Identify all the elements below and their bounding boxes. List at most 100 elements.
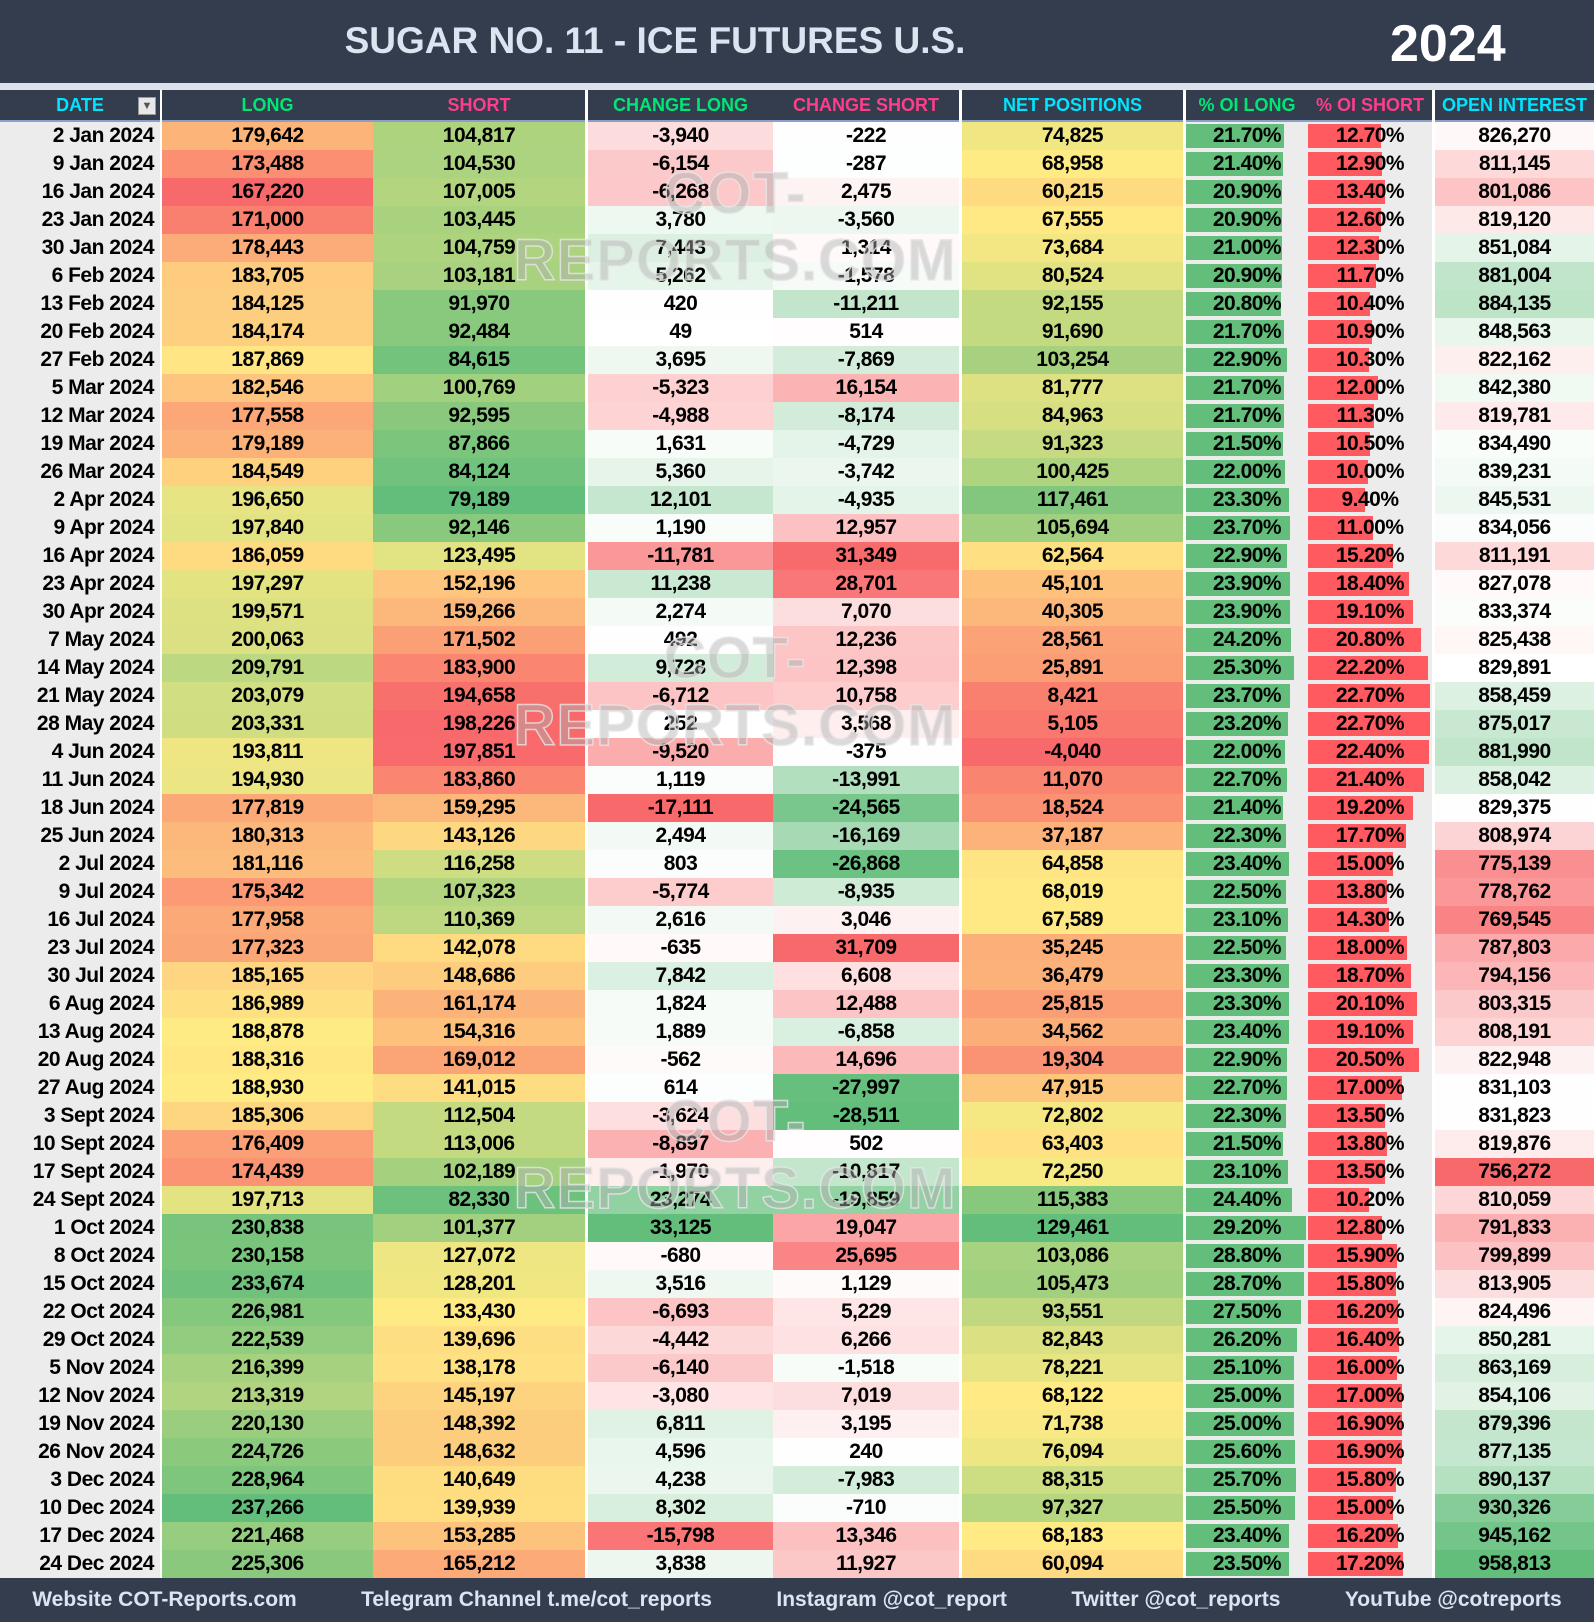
cell-pct-oi-long: 22.70%: [1186, 766, 1308, 794]
header-date[interactable]: DATE ▼: [0, 90, 160, 122]
cell-pct-oi-short: 19.10%: [1308, 598, 1432, 626]
cell-date: 17 Sept 2024: [0, 1158, 160, 1186]
cell-short: 113,006: [373, 1130, 585, 1158]
cell-change-short: 16,154: [773, 374, 959, 402]
header-pct-oi-short[interactable]: % OI SHORT: [1308, 90, 1432, 122]
cell-open-interest: 794,156: [1435, 962, 1594, 990]
cell-short: 110,369: [373, 906, 585, 934]
pct-short-bar: [1308, 1440, 1402, 1464]
cell-pct-oi-long: 22.90%: [1186, 1046, 1308, 1074]
pct-value: 21.70%: [1212, 124, 1282, 147]
cell-change-long: -9,520: [588, 738, 773, 766]
pct-short-bar: [1308, 1328, 1400, 1352]
cell-open-interest: 810,059: [1435, 1186, 1594, 1214]
cell-change-long: -6,140: [588, 1354, 773, 1382]
cell-change-short: -4,935: [773, 486, 959, 514]
cell-open-interest: 791,833: [1435, 1214, 1594, 1242]
cell-pct-oi-short: 18.40%: [1308, 570, 1432, 598]
filter-icon[interactable]: ▼: [138, 97, 156, 115]
header-net-positions[interactable]: NET POSITIONS: [962, 90, 1183, 122]
pct-short-bar: [1308, 236, 1380, 260]
header-long[interactable]: LONG: [162, 90, 373, 122]
cell-pct-oi-short: 10.40%: [1308, 290, 1432, 318]
pct-value: 19.10%: [1335, 1020, 1405, 1043]
youtube-link[interactable]: YouTube @cotreports: [1344, 1588, 1562, 1611]
cell-change-long: 2,616: [588, 906, 773, 934]
pct-long-bar: [1186, 180, 1282, 204]
header-pct-oi-long[interactable]: % OI LONG: [1186, 90, 1308, 122]
pct-long-bar: [1186, 1216, 1306, 1240]
cell-long: 220,130: [162, 1410, 373, 1438]
cell-pct-oi-long: 23.30%: [1186, 486, 1308, 514]
pct-value: 25.70%: [1212, 1468, 1282, 1491]
cell-short: 101,377: [373, 1214, 585, 1242]
cell-short: 169,012: [373, 1046, 585, 1074]
pct-long-bar: [1186, 1440, 1296, 1464]
pct-value: 22.40%: [1335, 740, 1405, 763]
cell-date: 20 Feb 2024: [0, 318, 160, 346]
divider: [0, 83, 1594, 90]
twitter-link[interactable]: Twitter @cot_reports: [1071, 1588, 1281, 1611]
cell-pct-oi-short: 22.20%: [1308, 654, 1432, 682]
cell-net-positions: 103,254: [962, 346, 1183, 374]
cell-pct-oi-short: 13.50%: [1308, 1102, 1432, 1130]
telegram-link[interactable]: Telegram Channel t.me/cot_reports: [361, 1588, 712, 1611]
pct-value: 22.50%: [1212, 880, 1282, 903]
cell-short: 159,295: [373, 794, 585, 822]
cell-open-interest: 842,380: [1435, 374, 1594, 402]
cell-short: 145,197: [373, 1382, 585, 1410]
pct-value: 24.40%: [1212, 1188, 1282, 1211]
cell-open-interest: 875,017: [1435, 710, 1594, 738]
cell-long: 233,674: [162, 1270, 373, 1298]
cell-change-long: -6,712: [588, 682, 773, 710]
cell-short: 104,817: [373, 122, 585, 150]
cell-long: 221,468: [162, 1522, 373, 1550]
cell-net-positions: 68,958: [962, 150, 1183, 178]
cell-open-interest: 854,106: [1435, 1382, 1594, 1410]
pct-short-bar: [1308, 152, 1383, 176]
cell-date: 21 May 2024: [0, 682, 160, 710]
cell-change-long: 3,780: [588, 206, 773, 234]
cell-net-positions: 60,215: [962, 178, 1183, 206]
cell-net-positions: 91,323: [962, 430, 1183, 458]
cell-date: 5 Mar 2024: [0, 374, 160, 402]
cell-date: 13 Aug 2024: [0, 1018, 160, 1046]
instagram-link[interactable]: Instagram @cot_report: [776, 1588, 1007, 1611]
cell-change-long: 7,842: [588, 962, 773, 990]
cell-long: 213,319: [162, 1382, 373, 1410]
header-open-interest[interactable]: OPEN INTEREST: [1435, 90, 1594, 122]
cell-open-interest: 851,084: [1435, 234, 1594, 262]
pct-value: 11.70%: [1336, 264, 1404, 287]
cell-change-long: -5,323: [588, 374, 773, 402]
cell-pct-oi-long: 23.70%: [1186, 514, 1308, 542]
cell-change-long: 252: [588, 710, 773, 738]
cell-short: 133,430: [373, 1298, 585, 1326]
pct-short-bar: [1308, 1552, 1404, 1576]
pct-short-bar: [1308, 404, 1375, 428]
pct-value: 21.40%: [1212, 796, 1282, 819]
cell-change-short: -19,859: [773, 1186, 959, 1214]
cell-date: 4 Jun 2024: [0, 738, 160, 766]
cell-open-interest: 775,139: [1435, 850, 1594, 878]
header-change-short[interactable]: CHANGE SHORT: [773, 90, 959, 122]
header-change-long[interactable]: CHANGE LONG: [588, 90, 773, 122]
pct-value: 9.40%: [1341, 488, 1399, 511]
cell-long: 196,650: [162, 486, 373, 514]
footer: Website COT-Reports.com Telegram Channel…: [0, 1578, 1594, 1622]
cell-short: 116,258: [373, 850, 585, 878]
cell-long: 200,063: [162, 626, 373, 654]
website-link[interactable]: Website COT-Reports.com: [32, 1588, 297, 1611]
cell-long: 209,791: [162, 654, 373, 682]
pct-short-bar: [1308, 1132, 1387, 1156]
pct-value: 16.90%: [1335, 1440, 1405, 1463]
pct-value: 21.40%: [1335, 768, 1405, 791]
header-short[interactable]: SHORT: [373, 90, 585, 122]
pct-short-bar: [1308, 264, 1377, 288]
pct-long-bar: [1186, 208, 1282, 232]
cell-long: 181,116: [162, 850, 373, 878]
cell-change-long: 1,119: [588, 766, 773, 794]
cell-long: 177,558: [162, 402, 373, 430]
cell-net-positions: 67,555: [962, 206, 1183, 234]
cell-long: 175,342: [162, 878, 373, 906]
cell-change-short: 6,608: [773, 962, 959, 990]
